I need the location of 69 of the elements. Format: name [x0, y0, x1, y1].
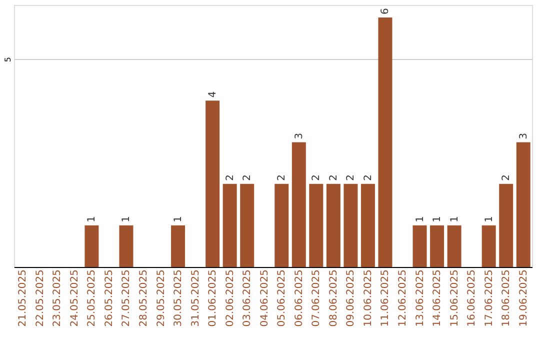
- bar: [171, 225, 186, 267]
- x-tick-label: 18.06.2025: [501, 270, 512, 327]
- bar: [344, 184, 358, 267]
- x-tick-label: 21.05.2025: [18, 270, 29, 327]
- x-tick-label: 31.05.2025: [190, 270, 202, 327]
- x-tick-label: 10.06.2025: [362, 270, 374, 327]
- x-tick-label: 22.05.2025: [34, 270, 46, 327]
- data-label: 1: [86, 216, 98, 222]
- bar: [274, 184, 289, 267]
- x-tick-label: 04.06.2025: [259, 270, 270, 327]
- data-label: 1: [432, 216, 444, 222]
- x-tick-label: 12.06.2025: [398, 270, 408, 327]
- bar: [516, 142, 530, 267]
- x-tick-label: 09.06.2025: [346, 270, 357, 327]
- x-tick-label: 25.05.2025: [86, 270, 98, 327]
- x-tick-label: 13.06.2025: [414, 270, 426, 327]
- data-label: 3: [294, 132, 305, 140]
- data-label: 1: [173, 216, 184, 222]
- data-label: 1: [121, 216, 132, 222]
- x-tick-label: 08.06.2025: [328, 270, 340, 327]
- x-tick-label: 06.06.2025: [294, 270, 305, 327]
- x-tick-label: 27.05.2025: [121, 270, 132, 327]
- bar: [222, 184, 237, 267]
- x-tick-label: 07.06.2025: [311, 270, 322, 327]
- bar: [378, 17, 392, 267]
- x-tick-label: 28.05.2025: [138, 270, 150, 327]
- data-label: 1: [414, 216, 426, 222]
- data-label: 2: [362, 174, 374, 181]
- bar: [499, 184, 514, 267]
- x-tick-label: 19.06.2025: [518, 270, 530, 327]
- bar: [447, 225, 462, 267]
- data-label: 4: [208, 91, 219, 98]
- data-label: 2: [276, 174, 288, 181]
- x-tick-label: 05.06.2025: [276, 270, 288, 327]
- bar: [292, 142, 306, 267]
- bar: [119, 225, 134, 267]
- x-tick-label: 15.06.2025: [449, 270, 460, 327]
- data-label: 2: [328, 174, 340, 181]
- x-tick-label: 11.06.2025: [380, 270, 392, 327]
- y-tick-label: 5: [4, 57, 12, 62]
- x-tick-label: 29.05.2025: [156, 270, 167, 327]
- x-tick-label: 16.06.2025: [466, 270, 478, 327]
- bar: [84, 225, 99, 267]
- x-tick-label: 02.06.2025: [224, 270, 236, 327]
- bar: [206, 100, 220, 267]
- x-tick-label: 26.05.2025: [104, 270, 115, 327]
- x-tick-label: 17.06.2025: [484, 270, 495, 327]
- data-label: 6: [380, 8, 392, 14]
- bar: [430, 225, 444, 267]
- data-label: 2: [311, 174, 322, 181]
- x-tick-label: 14.06.2025: [432, 270, 444, 327]
- data-label: 3: [518, 132, 530, 140]
- x-tick-label: 03.06.2025: [242, 270, 254, 327]
- x-tick-label: 01.06.2025: [208, 270, 219, 327]
- data-label: 1: [449, 216, 460, 222]
- bar: [412, 225, 427, 267]
- data-label: 2: [242, 174, 254, 181]
- x-tick-label: 23.05.2025: [52, 270, 64, 327]
- data-label: 2: [224, 174, 236, 181]
- bar: [240, 184, 254, 267]
- data-label: 2: [501, 174, 512, 181]
- bar: [326, 184, 340, 267]
- bar: [360, 184, 375, 267]
- data-label: 1: [484, 216, 495, 222]
- bar: [482, 225, 496, 267]
- x-tick-label: 30.05.2025: [173, 270, 184, 327]
- x-tick-label: 24.05.2025: [69, 270, 80, 327]
- bar: [309, 184, 324, 267]
- data-label: 2: [346, 174, 357, 181]
